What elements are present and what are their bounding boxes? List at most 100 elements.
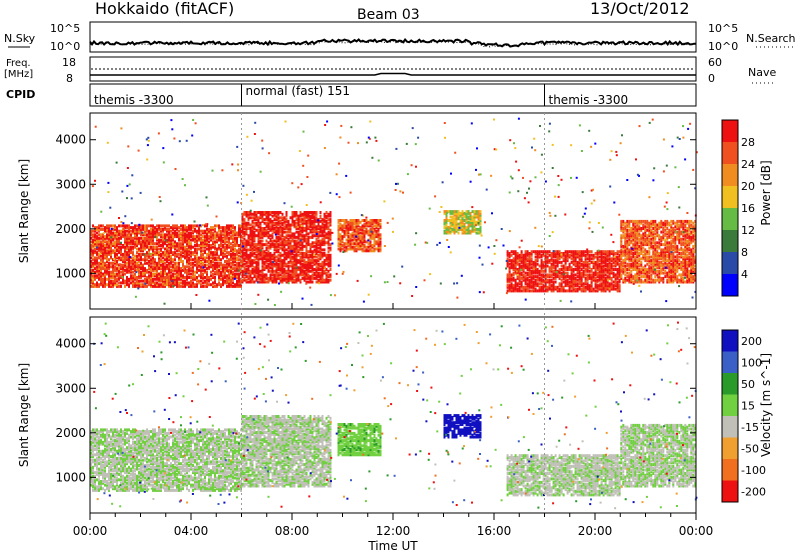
power-cell xyxy=(603,265,605,268)
power-cell xyxy=(236,262,238,265)
power-cell xyxy=(624,257,626,260)
power-cell xyxy=(112,224,114,227)
power-cell xyxy=(549,250,551,253)
power-cell xyxy=(192,281,194,284)
power-cell xyxy=(150,224,152,227)
power-cell xyxy=(605,273,607,276)
power-cell xyxy=(304,211,306,214)
power-cell xyxy=(364,219,366,222)
power-cell xyxy=(204,249,206,252)
power-cell xyxy=(212,264,214,267)
power-cell xyxy=(324,234,326,237)
power-cell xyxy=(626,279,628,282)
power-cell xyxy=(525,286,527,289)
power-cell xyxy=(138,264,140,267)
power-cell xyxy=(328,213,330,216)
power-cell xyxy=(134,240,136,243)
power-cell xyxy=(132,274,134,277)
power-cell xyxy=(547,279,549,282)
power-cell xyxy=(513,257,515,260)
power-cell xyxy=(561,268,563,271)
power-cell xyxy=(116,226,118,229)
power-cell xyxy=(156,281,158,284)
power-cell xyxy=(212,232,214,235)
power-cell xyxy=(288,238,290,241)
power-cell xyxy=(276,259,278,262)
power-cell xyxy=(206,253,208,256)
power-cell xyxy=(517,252,519,255)
power-cell xyxy=(378,233,380,236)
power-cell xyxy=(346,232,348,235)
power-cell xyxy=(244,263,246,266)
power-cell xyxy=(158,224,160,227)
power-cell xyxy=(320,220,322,223)
power-cell xyxy=(178,230,180,233)
power-cell xyxy=(256,254,258,257)
power-cell xyxy=(202,230,204,233)
power-cell xyxy=(172,251,174,254)
power-cell xyxy=(286,231,288,234)
power-cell xyxy=(164,262,166,265)
power-cell xyxy=(204,269,206,272)
power-cell xyxy=(513,272,515,275)
power-cell xyxy=(624,225,626,228)
power-cell xyxy=(210,271,212,274)
power-cell xyxy=(543,270,545,273)
power-cell xyxy=(152,224,154,227)
power-cell xyxy=(160,283,162,286)
power-cell xyxy=(254,266,256,269)
power-cell xyxy=(581,272,583,275)
power-cell xyxy=(286,270,288,273)
power-cell xyxy=(252,268,254,271)
power-cell xyxy=(324,224,326,227)
power-cell xyxy=(146,258,148,261)
power-cell xyxy=(112,232,114,235)
power-cell xyxy=(194,235,196,238)
power-cell xyxy=(555,259,557,262)
power-cell xyxy=(232,285,234,288)
power-cell xyxy=(248,234,250,237)
cpid-segment-3: themis -3300 xyxy=(549,93,629,107)
power-cell xyxy=(278,211,280,214)
power-cell xyxy=(316,281,318,284)
power-cell xyxy=(559,261,561,264)
power-cell xyxy=(507,284,509,287)
power-cell xyxy=(148,271,150,274)
power-cell xyxy=(324,259,326,262)
power-cell xyxy=(330,229,332,232)
power-cell xyxy=(252,216,254,219)
power-cell xyxy=(166,224,168,227)
power-cell xyxy=(615,252,617,255)
power-cell xyxy=(206,267,208,270)
power-cell xyxy=(628,229,630,232)
power-cell xyxy=(585,268,587,271)
power-cell xyxy=(535,259,537,262)
power-cell xyxy=(276,222,278,225)
power-cell xyxy=(360,221,362,224)
power-cell xyxy=(138,280,140,283)
power-cell xyxy=(286,275,288,278)
power-cell xyxy=(342,219,344,222)
power-cell xyxy=(620,273,622,276)
power-cell xyxy=(591,257,593,260)
power-cell xyxy=(224,246,226,249)
power-cell xyxy=(312,281,314,284)
power-cell xyxy=(112,249,114,252)
power-cell xyxy=(110,230,112,233)
power-cell xyxy=(278,216,280,219)
power-cell xyxy=(330,279,332,282)
power-cell xyxy=(162,233,164,236)
power-cell xyxy=(124,280,126,283)
power-cell xyxy=(288,261,290,264)
power-cell xyxy=(130,233,132,236)
power-cell xyxy=(200,265,202,268)
power-cell xyxy=(521,265,523,268)
power-cell xyxy=(356,248,358,251)
power-cell xyxy=(282,216,284,219)
power-cell xyxy=(513,284,515,287)
power-cell xyxy=(168,228,170,231)
power-cell xyxy=(310,211,312,214)
power-cell xyxy=(146,262,148,265)
power-cell xyxy=(278,272,280,275)
power-cell xyxy=(258,216,260,219)
